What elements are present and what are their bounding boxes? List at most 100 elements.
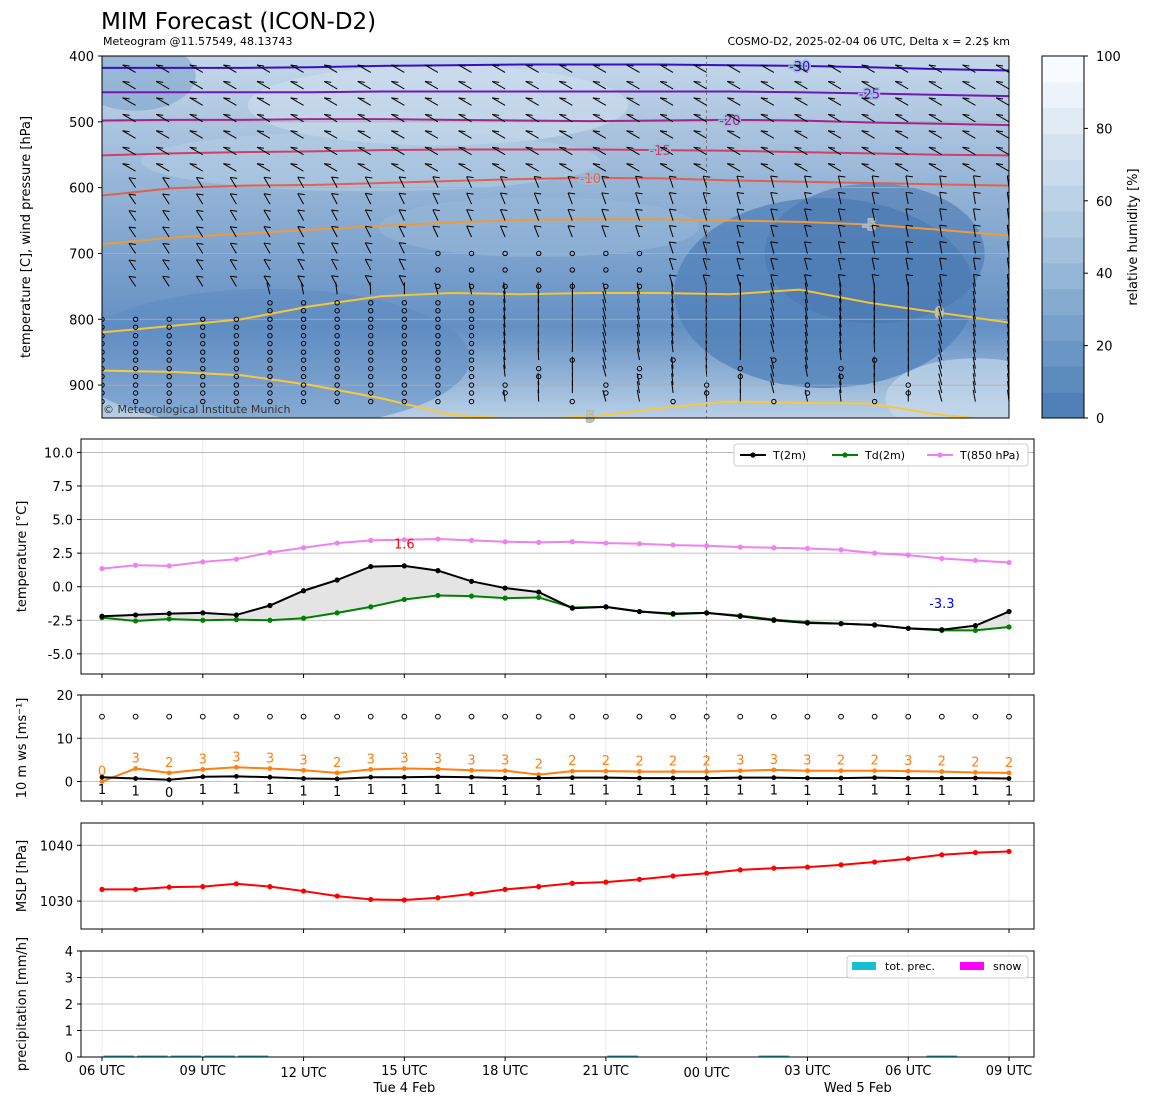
calm-wind-circle	[468, 324, 475, 330]
wind-barb-flag	[399, 242, 407, 245]
wind-barb-staff	[602, 307, 607, 320]
wind-point	[166, 777, 172, 783]
xtick-label: 21 UTC	[583, 1064, 629, 1079]
calm-wind-circle	[267, 300, 273, 306]
wind-barb-staff	[391, 80, 405, 90]
wind-barb-staff	[458, 64, 472, 73]
wind-point	[200, 774, 206, 780]
wind-barb-flag	[89, 98, 96, 99]
wind-point	[166, 770, 172, 776]
mslp-point	[536, 884, 542, 890]
wind-barb-staff	[195, 275, 204, 287]
wind-point	[805, 768, 810, 774]
wind-barb-staff	[398, 275, 405, 287]
calm-wind-circle	[401, 357, 408, 363]
wind-barb-flag	[1007, 273, 1009, 276]
calm-wind-circle	[905, 390, 911, 396]
wind-barb-staff	[702, 225, 708, 238]
wind-barb-staff	[804, 340, 808, 353]
mslp-point	[905, 856, 911, 862]
wind-barb-staff	[972, 381, 976, 394]
calm-wind-circle	[233, 316, 240, 322]
wind-barb-flag	[102, 260, 103, 262]
wind-barb-flag	[872, 175, 880, 178]
wind-barb-staff	[939, 192, 943, 205]
wind-value-label: 1	[1005, 785, 1013, 800]
wind-barb-staff	[162, 210, 170, 221]
calm-wind-circle	[200, 316, 206, 322]
wind-barb-flag	[567, 208, 576, 211]
wind-barb-flag	[760, 64, 768, 67]
wind-point	[502, 768, 508, 774]
wind-barb-staff	[972, 373, 976, 386]
wind-barb-staff	[727, 146, 741, 156]
wind-barb-flag	[770, 175, 778, 178]
wind-barb-flag	[122, 130, 130, 133]
wind-barb-flag	[391, 146, 399, 149]
calm-wind-circle	[300, 324, 307, 330]
wind-barb-flag	[962, 64, 970, 67]
calm-wind-circle	[368, 382, 374, 388]
wind-barb-staff	[727, 113, 741, 123]
wind-barb-flag	[804, 257, 812, 260]
wind-barb-staff	[702, 208, 708, 221]
calm-wind-circle	[233, 349, 240, 355]
calm-wind-circle	[300, 357, 307, 363]
wind-barb-staff	[499, 176, 506, 188]
wind-barb-flag	[230, 275, 238, 278]
wind-barb-staff	[499, 192, 506, 205]
wind-calm-circle	[502, 713, 509, 720]
legend-swatch	[960, 962, 984, 970]
wind-barb-flag	[256, 80, 265, 83]
wind-barb-flag	[973, 175, 981, 178]
data-point	[972, 627, 979, 633]
calm-wind-circle	[468, 390, 475, 396]
wind-barb-staff	[739, 56, 741, 57]
wind-value-label: 3	[434, 752, 442, 767]
humidity-colorbar: 0 20 40 60 80 100 relative humidity [%]	[1041, 50, 1141, 427]
wind-barb-staff	[357, 163, 371, 172]
calm-wind-circle	[603, 390, 609, 396]
wind-barb-flag	[626, 130, 634, 133]
wind-barb-staff	[770, 175, 775, 188]
ytick-label: 20	[56, 689, 73, 704]
wind-barb-flag	[838, 274, 846, 277]
wind-barb-staff	[398, 176, 405, 188]
wind-barb-staff	[693, 163, 707, 172]
wind-calm-circle	[804, 713, 811, 720]
wind-barb-staff	[432, 225, 439, 238]
calm-wind-circle	[200, 324, 206, 330]
wind-value-label: 3	[400, 752, 408, 767]
wind-barb-staff	[592, 146, 607, 156]
wind-barb-flag	[669, 208, 677, 211]
calm-wind-circle	[132, 333, 139, 339]
wind-barb-staff	[972, 356, 976, 369]
wind-barb-staff	[839, 307, 842, 320]
calm-wind-circle	[233, 333, 240, 339]
wind-calm-circle	[535, 713, 542, 720]
data-point	[905, 552, 911, 558]
data-point	[300, 615, 307, 621]
wind-barb-staff	[567, 192, 573, 205]
wind-barb-flag	[525, 163, 533, 166]
mslp-point	[99, 886, 105, 892]
calm-wind-circle	[401, 373, 408, 380]
wind-barb-flag	[973, 241, 981, 244]
calm-wind-circle	[401, 316, 408, 322]
wind-barb-flag	[162, 226, 170, 229]
wind-barb-staff	[559, 64, 573, 73]
calm-wind-circle	[300, 398, 307, 405]
data-point	[132, 562, 139, 568]
wind-calm-circle	[703, 713, 710, 720]
wind-barb-staff	[861, 80, 875, 90]
wind-barb-flag	[357, 113, 365, 116]
calm-wind-circle	[401, 308, 408, 314]
data-point	[99, 565, 105, 572]
data-point	[435, 592, 441, 599]
wind-barb-flag	[567, 192, 576, 195]
wind-barb-staff	[995, 163, 1009, 172]
wind-barb-staff	[837, 175, 842, 188]
wind-barb-flag	[424, 163, 433, 166]
wind-barb-flag	[861, 163, 869, 166]
wind-barb-flag	[122, 113, 130, 116]
